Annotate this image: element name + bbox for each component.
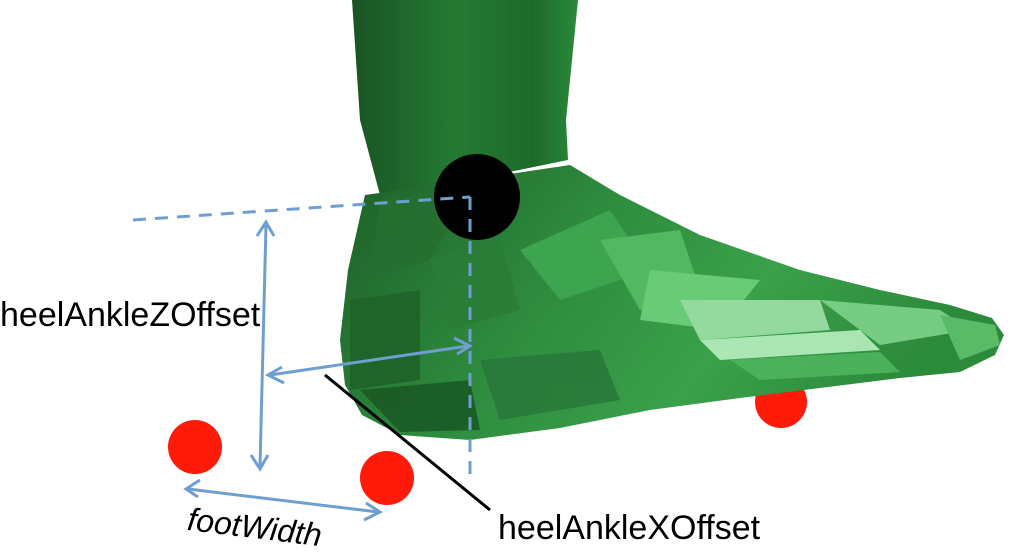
ankle-height-reference-line xyxy=(132,195,471,222)
x-offset-arrow xyxy=(264,336,474,385)
heel-marker-left xyxy=(168,420,222,474)
heel-ankle-x-offset-label: heelAnkleXOffset xyxy=(498,509,761,547)
ankle-joint-marker xyxy=(434,154,520,240)
foot-facets xyxy=(350,190,1000,432)
heel-ankle-z-offset-label: heelAnkleZOffset xyxy=(0,296,261,334)
x-offset-leader-line xyxy=(324,373,491,512)
z-offset-arrow xyxy=(249,219,276,472)
heel-marker-right xyxy=(360,451,414,505)
foot-width-arrow xyxy=(183,478,384,522)
leg-shape xyxy=(352,0,578,195)
